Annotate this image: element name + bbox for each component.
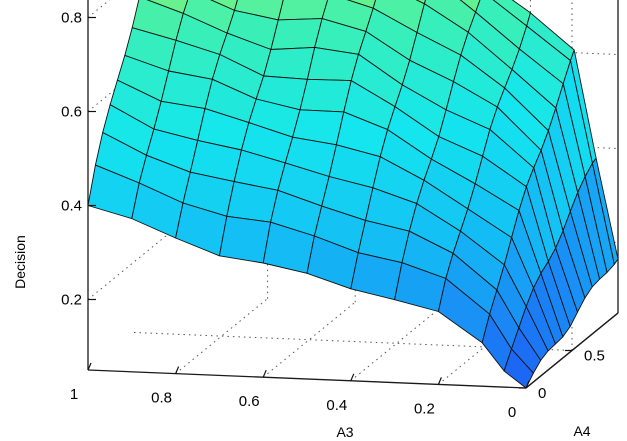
x-tick-label: 0.6 <box>239 393 260 410</box>
surface-patch <box>277 0 329 21</box>
x-tick-label: 0.4 <box>326 397 347 414</box>
x-tick-label: 0.2 <box>414 400 435 417</box>
z-tick-label: 0.8 <box>61 10 82 27</box>
surface-patch <box>263 46 316 80</box>
surface-patch <box>270 18 323 50</box>
x-tick-mark <box>350 373 355 382</box>
x-tick-mark <box>87 362 92 371</box>
y-axis-label: A4 <box>573 423 590 439</box>
x-tick-label: 1 <box>70 386 78 403</box>
surface-patch <box>503 348 534 389</box>
wall-grid-line-z <box>87 224 181 300</box>
z-axis-label: Decision <box>12 235 28 289</box>
x-tick-mark <box>262 369 267 378</box>
z-tick-label: 0.4 <box>61 198 82 215</box>
z-tick-label: 0.2 <box>61 292 82 309</box>
x-tick-mark <box>437 377 442 385</box>
y-tick-label: 0.5 <box>584 348 605 365</box>
surface-patch <box>218 215 272 264</box>
x-axis-label: A3 <box>336 424 353 440</box>
x-tick-label: 0.8 <box>151 390 172 407</box>
z-tick-label: 0.6 <box>61 104 82 121</box>
floor-grid-line-x <box>350 305 444 382</box>
x-tick-mark <box>175 366 180 374</box>
surface-patch <box>299 78 352 113</box>
floor-grid-line-x <box>262 301 356 378</box>
x-tick-label: 0 <box>508 404 516 421</box>
x-tick-mark <box>525 380 530 389</box>
box-edge-bottom-front <box>87 369 527 389</box>
y-tick-label: 0 <box>538 385 546 402</box>
floor-grid-line-x <box>175 298 268 374</box>
